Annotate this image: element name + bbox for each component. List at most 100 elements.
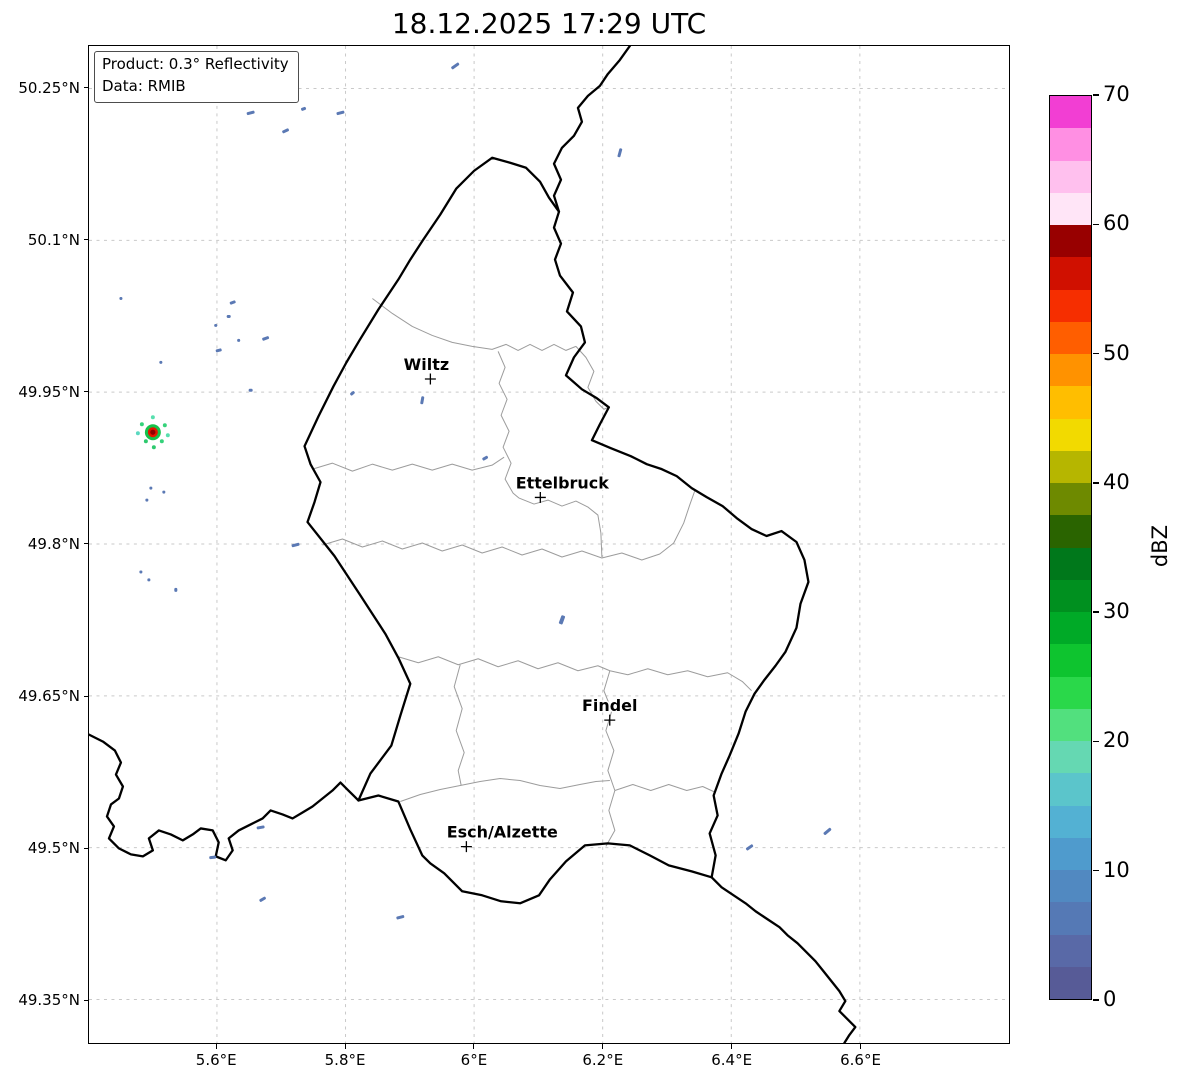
radar-echo-cell [150, 429, 156, 435]
radar-echo-cell [162, 423, 167, 428]
colorbar-band [1050, 225, 1091, 258]
colorbar-tick-mark [1093, 999, 1099, 1001]
colorbar-tick-label: 10 [1103, 857, 1130, 882]
radar-echo [451, 62, 460, 70]
colorbar-band [1050, 579, 1091, 612]
radar-echo [209, 855, 217, 860]
y-tick-mark [83, 391, 88, 393]
radar-echo-cell [143, 439, 148, 444]
national-border [303, 156, 810, 905]
colorbar-band [1050, 257, 1091, 290]
x-tick-label: 5.8°E [324, 1051, 366, 1069]
radar-echo [745, 844, 754, 851]
colorbar-band [1050, 192, 1091, 225]
colorbar [1049, 95, 1092, 1000]
colorbar-band [1050, 547, 1091, 580]
canton-border [518, 497, 603, 557]
x-tick-mark [215, 1044, 217, 1049]
canton-border [575, 346, 610, 410]
y-tick-label: 49.65°N [18, 687, 80, 706]
radar-echo [246, 110, 255, 116]
x-tick-label: 6.2°E [582, 1051, 624, 1069]
colorbar-band [1050, 902, 1091, 935]
radar-echo [336, 110, 345, 116]
radar-echo [558, 615, 566, 625]
colorbar-tick-label: 70 [1103, 82, 1130, 106]
colorbar-tick-mark [1093, 740, 1099, 743]
city-label: Findel [582, 696, 637, 715]
radar-echo [291, 542, 300, 548]
radar-echo [256, 825, 265, 830]
luxembourg-map: Wiltz Ettelbruck Findel Esch/Alzette [89, 46, 1009, 1043]
colorbar-band [1050, 644, 1091, 677]
colorbar-band [1050, 160, 1091, 193]
x-tick-label: 6.6°E [840, 1051, 881, 1069]
data-source-line: Data: RMIB [102, 76, 186, 95]
colorbar-tick-label: 60 [1103, 211, 1130, 236]
colorbar-tick-mark [1093, 869, 1099, 872]
radar-echo-cell [159, 439, 164, 444]
y-tick-mark [83, 543, 88, 545]
y-tick-label: 49.35°N [18, 991, 80, 1010]
radar-echo-cell [150, 415, 155, 420]
y-tick-label: 50.1°N [27, 230, 80, 249]
radar-echo [482, 455, 489, 461]
city-label: Esch/Alzette [447, 823, 558, 842]
radar-echo-cell [165, 433, 170, 438]
city-marker [534, 491, 546, 503]
colorbar-tick-label: 40 [1103, 469, 1130, 494]
colorbar-tick-mark [1093, 482, 1099, 484]
colorbar-band [1050, 612, 1091, 645]
city-marker [424, 373, 436, 385]
colorbar-tick-mark [1093, 223, 1099, 226]
national-border [710, 876, 857, 1043]
y-tick-label: 49.95°N [18, 382, 80, 401]
colorbar-tick-label: 50 [1103, 340, 1130, 365]
radar-echo [215, 348, 222, 353]
y-tick-mark [83, 239, 88, 241]
national-border [552, 46, 631, 213]
x-tick-label: 6°E [460, 1051, 488, 1069]
radar-echo [301, 106, 307, 111]
canton-border [453, 664, 465, 786]
map-plot: Wiltz Ettelbruck Findel Esch/Alzette Produc… [88, 45, 1010, 1044]
y-tick-mark [83, 999, 88, 1001]
radar-echo [147, 578, 151, 582]
y-tick-mark [83, 87, 88, 89]
radar-echo [248, 388, 253, 392]
colorbar-band [1050, 773, 1091, 806]
radar-echo-cell [151, 445, 156, 450]
radar-echo [162, 490, 166, 494]
radar-echo-cell [135, 431, 140, 436]
x-tick-mark [731, 1044, 733, 1049]
colorbar-band [1050, 870, 1091, 903]
y-tick-mark [83, 847, 88, 849]
canton-border [312, 456, 505, 472]
city-marker [604, 714, 616, 726]
radar-echo [174, 587, 178, 592]
canton-border [603, 670, 616, 847]
colorbar-band [1050, 741, 1091, 774]
city-label: Wiltz [404, 355, 449, 374]
radar-echo [823, 827, 832, 835]
canton-border [614, 784, 716, 793]
radar-echo [149, 486, 153, 490]
colorbar-band [1050, 966, 1091, 999]
canton-border [398, 656, 752, 692]
colorbar-tick-label: 30 [1103, 599, 1130, 624]
radar-echo [259, 896, 266, 902]
colorbar-band [1050, 386, 1091, 419]
radar-echo [262, 336, 270, 341]
colorbar-tick-mark [1093, 611, 1099, 613]
radar-echo [282, 128, 289, 134]
canton-border [322, 490, 696, 561]
colorbar-band [1050, 128, 1091, 161]
x-tick-mark [860, 1044, 862, 1049]
colorbar-tick-label: 0 [1103, 987, 1117, 1011]
colorbar-band [1050, 321, 1091, 354]
radar-echo [145, 498, 149, 502]
colorbar-band [1050, 418, 1091, 451]
colorbar-band [1050, 676, 1091, 709]
x-tick-mark [602, 1044, 604, 1049]
